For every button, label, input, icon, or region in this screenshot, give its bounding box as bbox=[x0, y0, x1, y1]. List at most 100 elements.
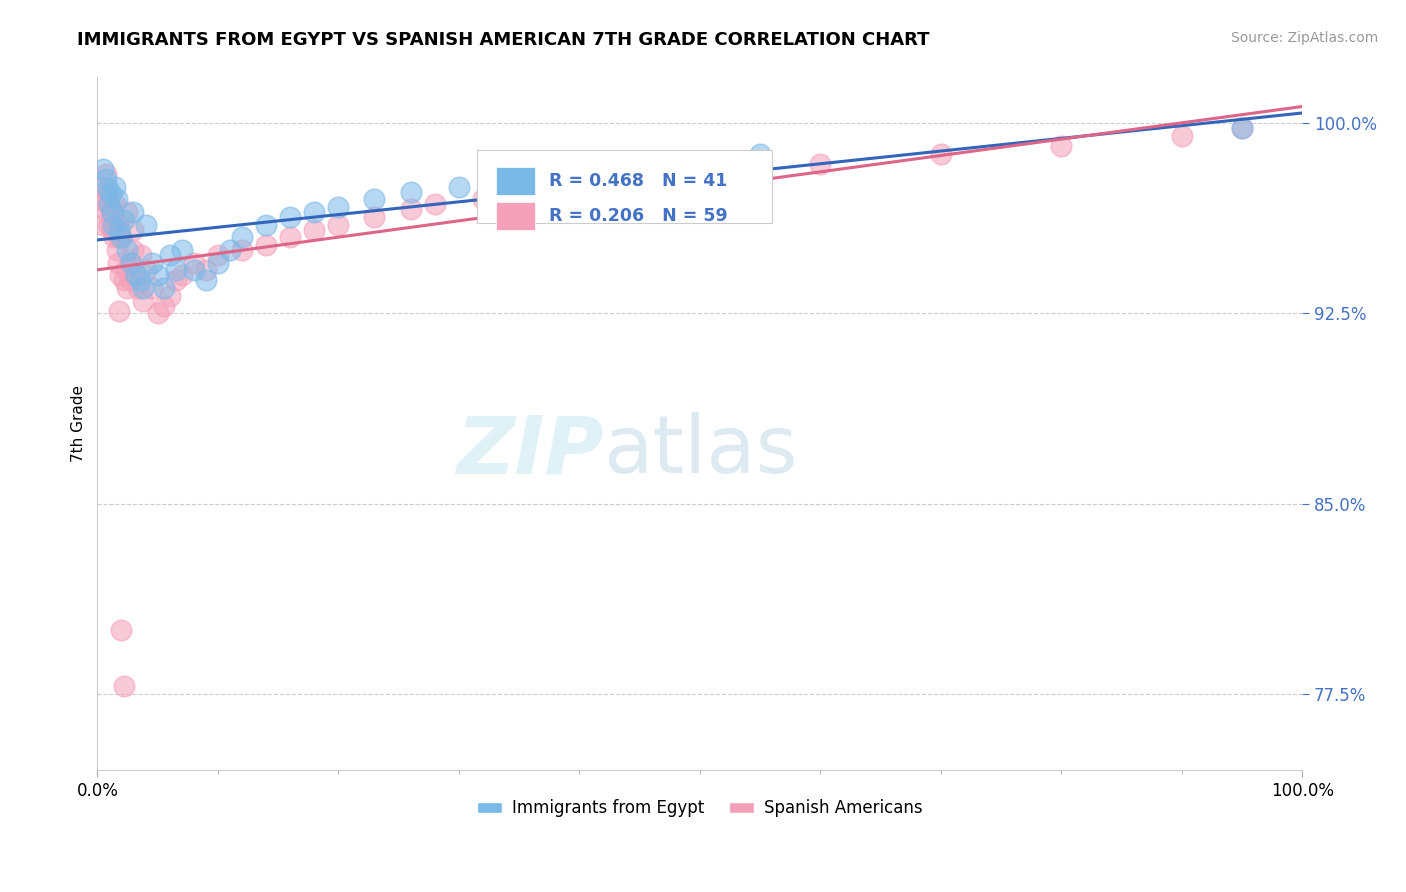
Point bbox=[101, 212, 124, 227]
Point bbox=[1230, 121, 1253, 136]
Point bbox=[108, 230, 131, 244]
Point bbox=[689, 167, 711, 181]
Text: R = 0.468   N = 41: R = 0.468 N = 41 bbox=[550, 172, 727, 190]
Point bbox=[120, 273, 142, 287]
Point bbox=[105, 243, 128, 257]
Point bbox=[108, 218, 131, 232]
FancyBboxPatch shape bbox=[496, 202, 534, 230]
Point bbox=[107, 255, 129, 269]
Point bbox=[108, 222, 131, 236]
Point bbox=[110, 624, 132, 638]
Point bbox=[141, 255, 163, 269]
Point bbox=[100, 187, 122, 202]
Point bbox=[146, 268, 169, 283]
Point bbox=[399, 185, 422, 199]
Point bbox=[117, 205, 139, 219]
Point bbox=[96, 205, 118, 219]
Point bbox=[122, 243, 145, 257]
Point bbox=[399, 202, 422, 217]
Point bbox=[592, 179, 614, 194]
Point bbox=[129, 248, 152, 262]
FancyBboxPatch shape bbox=[477, 150, 772, 223]
Point bbox=[112, 212, 135, 227]
Point bbox=[152, 299, 174, 313]
Point bbox=[278, 210, 301, 224]
Point bbox=[93, 161, 115, 176]
Point bbox=[1050, 139, 1073, 153]
Point bbox=[110, 230, 132, 244]
Point bbox=[605, 161, 627, 176]
Point bbox=[101, 222, 124, 236]
Point bbox=[125, 268, 148, 283]
Point bbox=[231, 230, 253, 244]
Point bbox=[94, 172, 117, 186]
Point bbox=[91, 179, 114, 194]
Point bbox=[423, 197, 446, 211]
Point bbox=[93, 218, 115, 232]
Point bbox=[135, 263, 157, 277]
Point bbox=[101, 205, 124, 219]
Point bbox=[146, 306, 169, 320]
Point bbox=[471, 192, 494, 206]
Point bbox=[207, 248, 229, 262]
Point bbox=[93, 192, 115, 206]
Point bbox=[115, 263, 138, 277]
Text: R = 0.206   N = 59: R = 0.206 N = 59 bbox=[550, 207, 728, 225]
Point bbox=[159, 248, 181, 262]
Point bbox=[125, 268, 148, 283]
Y-axis label: 7th Grade: 7th Grade bbox=[72, 385, 86, 462]
Point bbox=[1170, 128, 1192, 143]
Point bbox=[127, 281, 149, 295]
Point bbox=[170, 268, 193, 283]
Point bbox=[183, 263, 205, 277]
Point bbox=[508, 172, 530, 186]
Point bbox=[118, 255, 141, 269]
Point bbox=[207, 255, 229, 269]
Point bbox=[98, 197, 121, 211]
Text: IMMIGRANTS FROM EGYPT VS SPANISH AMERICAN 7TH GRADE CORRELATION CHART: IMMIGRANTS FROM EGYPT VS SPANISH AMERICA… bbox=[77, 31, 929, 49]
Point bbox=[302, 205, 325, 219]
Point bbox=[159, 288, 181, 302]
Point bbox=[170, 243, 193, 257]
Point bbox=[508, 187, 530, 202]
Point bbox=[104, 179, 127, 194]
Point bbox=[135, 218, 157, 232]
Point bbox=[254, 238, 277, 252]
Point bbox=[96, 197, 118, 211]
Text: ZIP: ZIP bbox=[456, 412, 603, 491]
Point bbox=[110, 268, 132, 283]
Point bbox=[231, 243, 253, 257]
Point bbox=[165, 273, 187, 287]
Point bbox=[98, 218, 121, 232]
Point bbox=[122, 222, 145, 236]
Point bbox=[141, 281, 163, 295]
Point bbox=[328, 200, 350, 214]
Point bbox=[105, 192, 128, 206]
Point bbox=[112, 273, 135, 287]
Point bbox=[165, 263, 187, 277]
Point bbox=[278, 230, 301, 244]
Point bbox=[1230, 121, 1253, 136]
Point bbox=[194, 263, 217, 277]
Point bbox=[447, 179, 470, 194]
Point bbox=[132, 281, 155, 295]
Point bbox=[132, 293, 155, 308]
Point bbox=[749, 146, 772, 161]
Point bbox=[302, 222, 325, 236]
Text: atlas: atlas bbox=[603, 412, 797, 491]
Text: Source: ZipAtlas.com: Source: ZipAtlas.com bbox=[1230, 31, 1378, 45]
Point bbox=[117, 243, 139, 257]
Point bbox=[929, 146, 952, 161]
Point bbox=[97, 187, 120, 202]
Point bbox=[328, 218, 350, 232]
Point bbox=[122, 205, 145, 219]
Point bbox=[103, 230, 125, 244]
Point bbox=[363, 210, 385, 224]
Point bbox=[97, 182, 120, 196]
Point bbox=[117, 281, 139, 295]
Point bbox=[101, 218, 124, 232]
FancyBboxPatch shape bbox=[496, 168, 534, 195]
Point bbox=[808, 157, 831, 171]
Point bbox=[108, 303, 131, 318]
Point bbox=[104, 197, 127, 211]
